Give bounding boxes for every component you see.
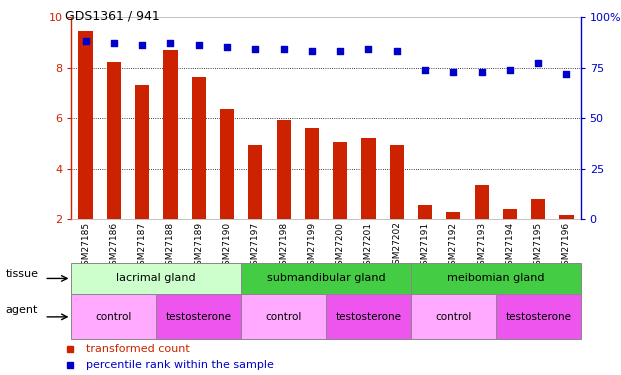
Bar bbox=[496, 294, 581, 339]
Bar bbox=[71, 262, 241, 294]
Bar bbox=[135, 85, 149, 219]
Text: transformed count: transformed count bbox=[86, 344, 189, 354]
Point bbox=[561, 70, 571, 76]
Text: GSM27191: GSM27191 bbox=[420, 222, 430, 271]
Text: GSM27202: GSM27202 bbox=[392, 222, 401, 270]
Text: GSM27187: GSM27187 bbox=[138, 222, 147, 271]
Point bbox=[165, 40, 175, 46]
Text: testosterone: testosterone bbox=[166, 312, 232, 322]
Text: GDS1361 / 941: GDS1361 / 941 bbox=[65, 9, 160, 22]
Text: tissue: tissue bbox=[6, 268, 39, 279]
Text: control: control bbox=[96, 312, 132, 322]
Bar bbox=[276, 120, 291, 219]
Text: GSM27193: GSM27193 bbox=[477, 222, 486, 271]
Bar bbox=[361, 138, 376, 219]
Point bbox=[420, 66, 430, 72]
Text: GSM27196: GSM27196 bbox=[562, 222, 571, 271]
Text: GSM27189: GSM27189 bbox=[194, 222, 203, 271]
Bar bbox=[241, 262, 411, 294]
Text: GSM27186: GSM27186 bbox=[109, 222, 119, 271]
Point bbox=[392, 48, 402, 54]
Text: agent: agent bbox=[6, 305, 38, 315]
Bar bbox=[248, 145, 262, 219]
Point bbox=[279, 46, 289, 52]
Bar bbox=[531, 199, 545, 219]
Point bbox=[222, 44, 232, 50]
Text: control: control bbox=[435, 312, 471, 322]
Bar bbox=[305, 128, 319, 219]
Bar bbox=[411, 262, 581, 294]
Point bbox=[363, 46, 373, 52]
Text: GSM27200: GSM27200 bbox=[336, 222, 345, 270]
Text: control: control bbox=[265, 312, 302, 322]
Bar bbox=[163, 50, 178, 219]
Bar bbox=[333, 142, 347, 219]
Bar bbox=[446, 212, 460, 219]
Text: GSM27197: GSM27197 bbox=[251, 222, 260, 271]
Bar bbox=[107, 62, 121, 219]
Point bbox=[250, 46, 260, 52]
Point bbox=[307, 48, 317, 54]
Point bbox=[533, 60, 543, 66]
Text: meibomian gland: meibomian gland bbox=[447, 273, 545, 284]
Bar bbox=[390, 145, 404, 219]
Point bbox=[109, 40, 119, 46]
Text: testosterone: testosterone bbox=[505, 312, 571, 322]
Text: testosterone: testosterone bbox=[335, 312, 401, 322]
Bar bbox=[503, 209, 517, 219]
Bar bbox=[156, 294, 241, 339]
Bar bbox=[241, 294, 326, 339]
Text: lacrimal gland: lacrimal gland bbox=[117, 273, 196, 284]
Text: submandibular gland: submandibular gland bbox=[266, 273, 386, 284]
Point bbox=[505, 66, 515, 72]
Bar bbox=[326, 294, 411, 339]
Point bbox=[194, 42, 204, 48]
Text: percentile rank within the sample: percentile rank within the sample bbox=[86, 360, 274, 370]
Point bbox=[137, 42, 147, 48]
Bar bbox=[418, 206, 432, 219]
Text: GSM27194: GSM27194 bbox=[505, 222, 514, 270]
Point bbox=[81, 38, 91, 44]
Point bbox=[448, 69, 458, 75]
Text: GSM27198: GSM27198 bbox=[279, 222, 288, 271]
Point bbox=[335, 48, 345, 54]
Text: GSM27201: GSM27201 bbox=[364, 222, 373, 270]
Text: GSM27185: GSM27185 bbox=[81, 222, 90, 271]
Text: GSM27190: GSM27190 bbox=[222, 222, 232, 271]
Bar bbox=[411, 294, 496, 339]
Text: GSM27192: GSM27192 bbox=[449, 222, 458, 270]
Bar bbox=[220, 109, 234, 219]
Bar bbox=[71, 294, 156, 339]
Bar bbox=[560, 215, 574, 219]
Bar bbox=[78, 31, 93, 219]
Text: GSM27199: GSM27199 bbox=[307, 222, 316, 271]
Point bbox=[477, 69, 487, 75]
Bar bbox=[192, 77, 206, 219]
Text: GSM27188: GSM27188 bbox=[166, 222, 175, 271]
Bar bbox=[474, 185, 489, 219]
Text: GSM27195: GSM27195 bbox=[533, 222, 543, 271]
